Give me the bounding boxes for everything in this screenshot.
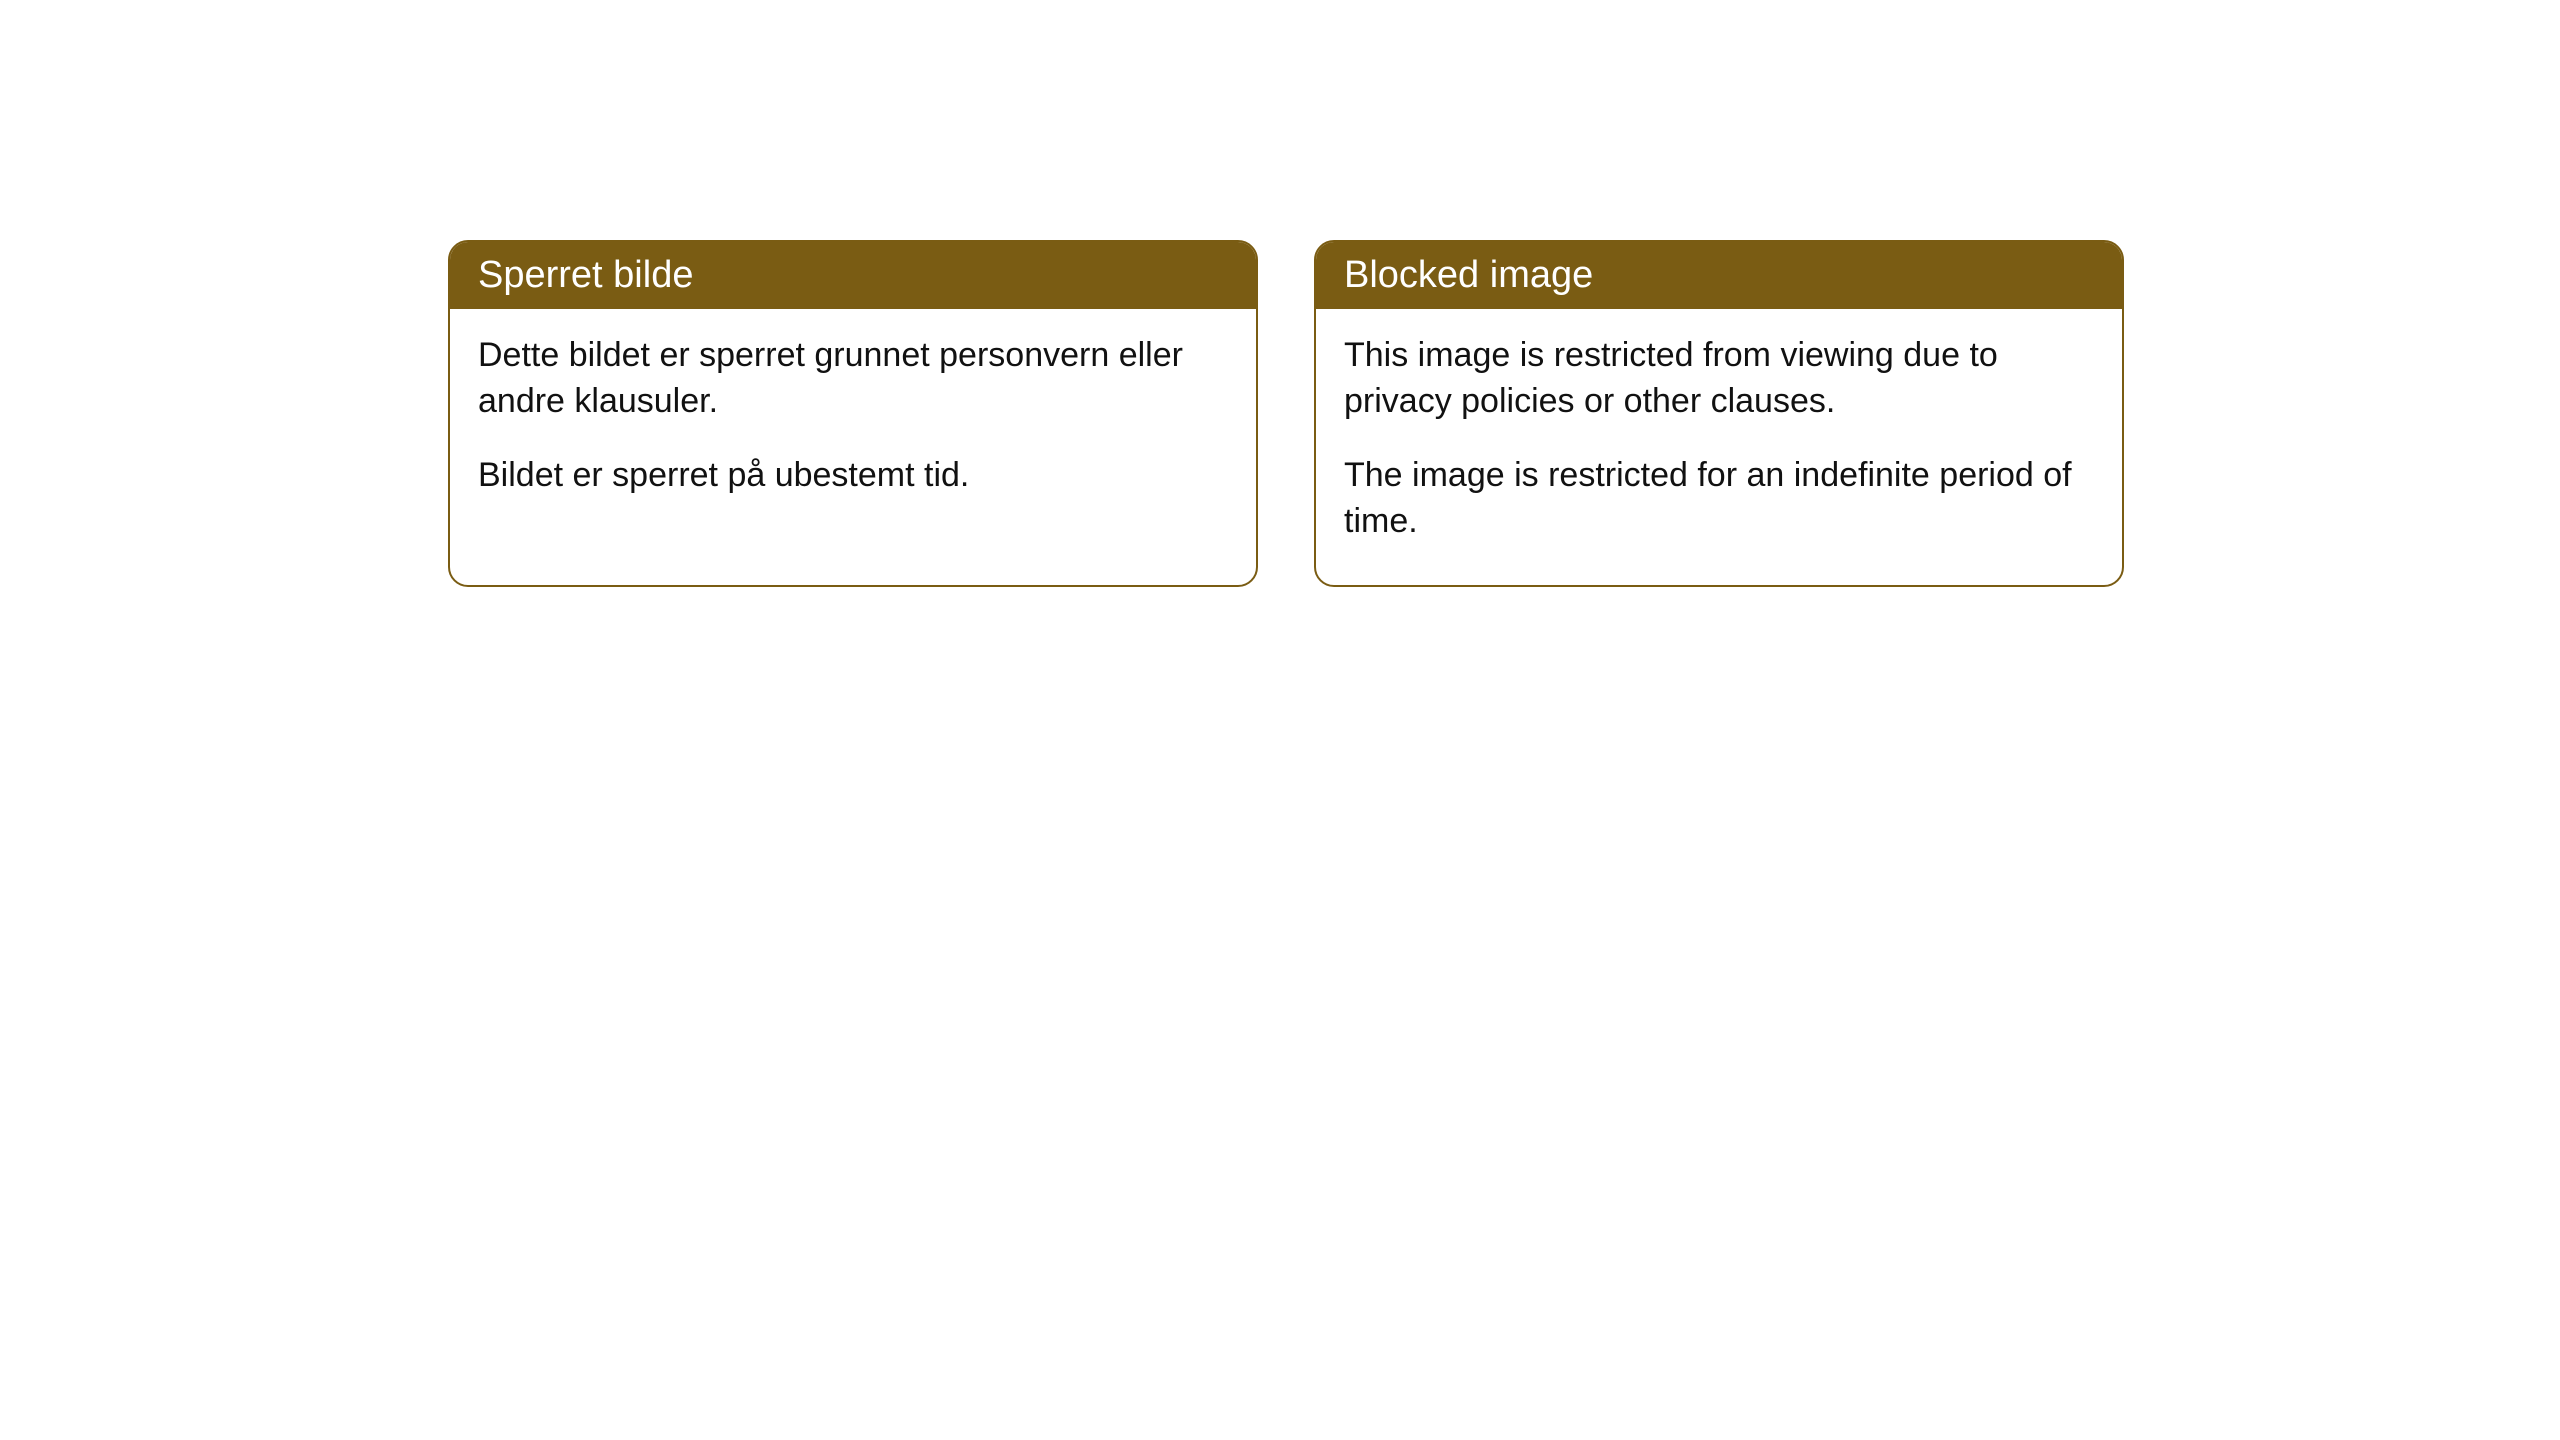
notice-card-english: Blocked image This image is restricted f… [1314, 240, 2124, 587]
notice-cards-container: Sperret bilde Dette bildet er sperret gr… [448, 240, 2124, 587]
card-paragraph: Dette bildet er sperret grunnet personve… [478, 333, 1228, 425]
notice-card-norwegian: Sperret bilde Dette bildet er sperret gr… [448, 240, 1258, 587]
card-paragraph: Bildet er sperret på ubestemt tid. [478, 453, 1228, 499]
card-header: Blocked image [1316, 242, 2122, 309]
card-title: Sperret bilde [478, 254, 693, 296]
card-paragraph: This image is restricted from viewing du… [1344, 333, 2094, 425]
card-body: This image is restricted from viewing du… [1316, 309, 2122, 585]
card-paragraph: The image is restricted for an indefinit… [1344, 453, 2094, 545]
card-header: Sperret bilde [450, 242, 1256, 309]
card-body: Dette bildet er sperret grunnet personve… [450, 309, 1256, 539]
card-title: Blocked image [1344, 254, 1593, 296]
